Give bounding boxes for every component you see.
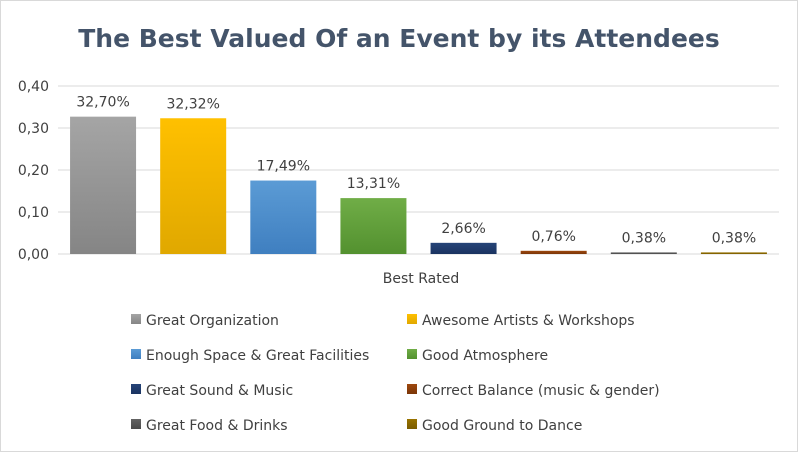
legend-item: Awesome Artists & Workshops [407, 313, 635, 329]
legend-label: Correct Balance (music & gender) [422, 383, 660, 399]
legend-swatch [407, 419, 417, 429]
bar [250, 180, 317, 254]
bar [700, 252, 767, 254]
data-label: 13,31% [347, 176, 400, 192]
legend-swatch [131, 384, 141, 394]
legend-item: Good Ground to Dance [407, 418, 582, 434]
bars [70, 116, 767, 254]
data-label: 0,76% [531, 229, 575, 245]
legend-label: Great Sound & Music [146, 383, 293, 399]
y-tick-label: 0,00 [18, 247, 49, 263]
legend-swatch [407, 349, 417, 359]
bar [610, 252, 677, 254]
legend-label: Great Organization [146, 313, 279, 329]
y-axis-ticks: 0,00 0,10 0,20 0,30 0,40 [18, 79, 49, 263]
bar [340, 198, 407, 254]
bar [160, 118, 227, 254]
legend-label: Good Ground to Dance [422, 418, 582, 434]
data-label: 17,49% [257, 159, 310, 175]
data-labels: 32,70% 32,32% 17,49% 13,31% 2,66% 0,76% 0,38% 0… [76, 95, 756, 247]
legend-label: Good Atmosphere [422, 348, 548, 364]
legend-item: Good Atmosphere [407, 348, 548, 364]
legend-label: Awesome Artists & Workshops [422, 313, 635, 329]
data-label: 32,70% [76, 95, 129, 111]
legend-label: Enough Space & Great Facilities [146, 348, 369, 364]
legend-swatch [131, 314, 141, 324]
data-label: 32,32% [166, 96, 219, 112]
y-tick-label: 0,20 [18, 163, 49, 179]
legend-item: Great Sound & Music [131, 383, 293, 399]
legend-swatch [131, 349, 141, 359]
legend: Great Organization Awesome Artists & Work… [131, 313, 660, 434]
legend-item: Great Organization [131, 313, 279, 329]
legend-swatch [131, 419, 141, 429]
y-tick-label: 0,10 [18, 205, 49, 221]
legend-item: Great Food & Drinks [131, 418, 288, 434]
bar [70, 116, 137, 254]
legend-item: Enough Space & Great Facilities [131, 348, 369, 364]
legend-swatch [407, 314, 417, 324]
bar [520, 250, 587, 254]
bar [430, 242, 497, 254]
chart-title: The Best Valued Of an Event by its Atten… [78, 24, 720, 53]
legend-swatch [407, 384, 417, 394]
data-label: 0,38% [622, 230, 666, 246]
data-label: 0,38% [712, 230, 756, 246]
legend-label: Great Food & Drinks [146, 418, 288, 434]
data-label: 2,66% [441, 221, 485, 237]
y-tick-label: 0,30 [18, 121, 49, 137]
y-tick-label: 0,40 [18, 79, 49, 95]
x-axis-label: Best Rated [383, 271, 459, 287]
legend-item: Correct Balance (music & gender) [407, 383, 660, 399]
